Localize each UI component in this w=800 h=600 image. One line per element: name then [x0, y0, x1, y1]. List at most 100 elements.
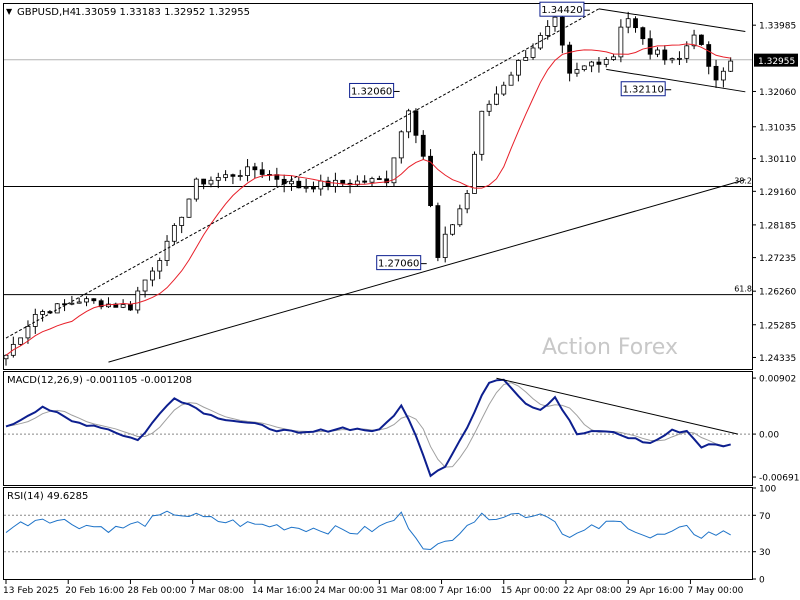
- candle-body: [523, 57, 529, 61]
- candle-body: [647, 38, 653, 55]
- panel-frames: [3, 3, 753, 580]
- swing-label-box: [376, 255, 422, 271]
- candle: [603, 57, 609, 68]
- candle-body: [669, 58, 675, 61]
- candle: [296, 177, 302, 189]
- candle-body: [223, 174, 229, 178]
- candle: [106, 297, 111, 308]
- candle-body: [720, 70, 726, 81]
- candle: [552, 15, 558, 32]
- candle: [325, 176, 331, 191]
- candle-body: [684, 45, 690, 59]
- candle: [457, 204, 463, 227]
- time-axis-label: 7 Mar 08:00: [190, 586, 245, 596]
- current-price-tag: [754, 53, 798, 67]
- candle: [669, 57, 675, 64]
- candle-body: [91, 298, 97, 302]
- candle: [25, 320, 31, 344]
- candle: [362, 175, 368, 184]
- candle: [3, 354, 9, 366]
- candle-body: [369, 178, 375, 183]
- price-axis-tick-label: 1.27235: [759, 254, 796, 264]
- candle-body: [120, 304, 126, 308]
- candle: [391, 157, 397, 187]
- candle: [655, 47, 660, 58]
- candle: [706, 41, 712, 75]
- candle-body: [3, 354, 9, 360]
- candle: [589, 60, 594, 73]
- candle-body: [215, 177, 221, 181]
- candle-body: [559, 16, 565, 46]
- candle-body: [149, 270, 155, 281]
- candle: [237, 169, 243, 181]
- candle-body: [230, 174, 236, 177]
- candle: [530, 43, 536, 60]
- price-panel-frame: [3, 3, 753, 370]
- watermark: Action Forex: [542, 335, 678, 360]
- candle: [677, 51, 682, 65]
- candle: [91, 298, 97, 304]
- candle: [435, 202, 441, 262]
- candle-body: [516, 60, 521, 76]
- candle-body: [18, 337, 24, 345]
- candle-body: [142, 279, 148, 292]
- candle: [398, 130, 404, 164]
- candle: [98, 298, 104, 310]
- candle-body: [376, 178, 382, 180]
- candle: [494, 86, 499, 106]
- candle: [208, 176, 214, 188]
- candle-body: [596, 61, 602, 65]
- candle-body: [589, 61, 594, 67]
- price-axis-tick-label: 1.26260: [759, 288, 796, 298]
- candle: [699, 34, 704, 46]
- candle-body: [442, 233, 448, 258]
- candle-body: [706, 44, 712, 67]
- trendline-0: [108, 179, 746, 363]
- candle-body: [318, 180, 324, 190]
- candle: [303, 178, 309, 193]
- swing-label-text: 1.32060: [351, 86, 392, 97]
- candle-body: [98, 300, 104, 308]
- candle-body: [655, 49, 660, 55]
- candle-body: [289, 180, 294, 185]
- chart-header: ▼ GBPUSD,H4 1.33059 1.33183 1.32952 1.32…: [6, 7, 250, 18]
- candle-body: [728, 60, 734, 72]
- price-axis-tick-label: 1.32060: [759, 88, 796, 98]
- axis-layer: 1.33985 1.32060 1.31035 1.30110 1.29160 1.281…: [3, 22, 800, 596]
- candle-body: [472, 153, 477, 194]
- candle-body: [171, 225, 177, 242]
- candle-body: [457, 208, 463, 226]
- time-axis-label: 13 Feb 2025: [3, 586, 59, 596]
- candle: [479, 110, 485, 161]
- time-axis-label: 7 Apr 16:00: [439, 586, 492, 596]
- candle: [376, 175, 382, 180]
- candle-body: [486, 103, 492, 112]
- rsi-title: RSI(14) 49.6285: [7, 491, 88, 502]
- candle: [274, 167, 280, 188]
- candle-body: [633, 18, 638, 29]
- candle: [10, 336, 16, 358]
- price-axis-tick-label: 1.30110: [759, 155, 796, 165]
- collapse-arrow-icon[interactable]: ▼: [6, 7, 13, 16]
- candle: [252, 162, 258, 179]
- macd-axis-tick-label: -0.006915: [759, 474, 800, 484]
- candle-body: [530, 47, 536, 58]
- candle: [281, 174, 287, 193]
- macd-signal-line: [5, 382, 731, 468]
- candle-body: [193, 178, 199, 200]
- macd-title: MACD(12,26,9) -0.001105 -0.001208: [7, 375, 192, 386]
- ohlc-readout: 1.33059 1.33183 1.32952 1.32955: [75, 7, 250, 18]
- trendline-2: [598, 8, 746, 33]
- candle: [647, 30, 653, 60]
- time-axis-label: 15 Apr 00:00: [501, 586, 560, 596]
- candle-body: [62, 303, 67, 306]
- candle-body: [545, 25, 551, 36]
- candle: [633, 16, 638, 33]
- candle-body: [237, 175, 243, 177]
- trendline-3: [606, 68, 746, 93]
- time-axis-label: 14 Mar 16:00: [252, 586, 312, 596]
- candle: [611, 54, 616, 61]
- candle-body: [325, 180, 331, 187]
- candle-body: [552, 16, 558, 27]
- candle-body: [76, 301, 82, 304]
